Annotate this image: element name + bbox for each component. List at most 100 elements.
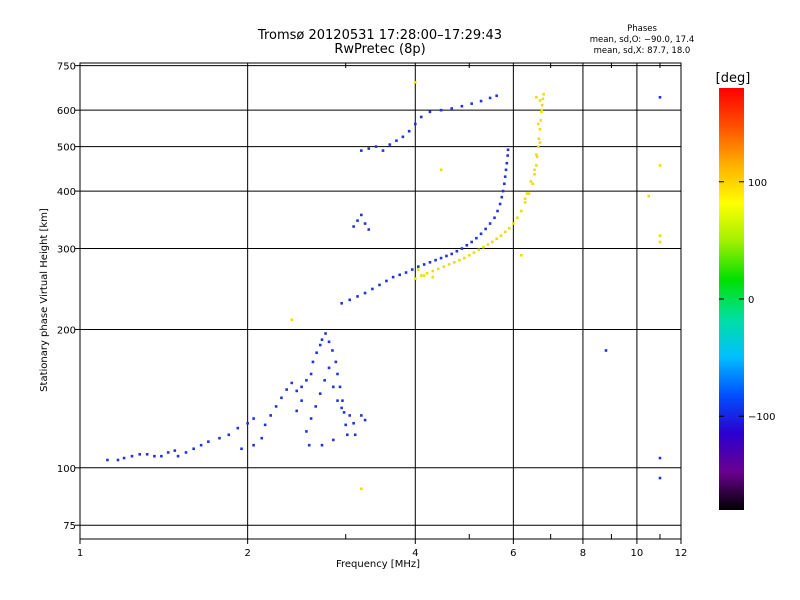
o-mode-point	[658, 476, 662, 480]
o-mode-point	[501, 189, 505, 193]
o-mode-point	[422, 263, 426, 266]
o-mode-point	[315, 351, 318, 355]
y-tick-label: 100	[57, 464, 76, 475]
y-tick-label: 600	[57, 106, 76, 117]
x-mode-point	[533, 173, 536, 176]
x-mode-point	[467, 253, 471, 257]
o-mode-point	[252, 443, 255, 447]
x-mode-point	[360, 487, 363, 491]
phase-stats-heading: Phases	[627, 24, 657, 34]
x-mode-point	[533, 168, 536, 172]
x-mode-point	[537, 137, 541, 141]
o-mode-point	[300, 399, 303, 402]
o-mode-point	[116, 458, 120, 462]
x-tick-label: 10	[631, 548, 644, 559]
o-mode-point	[334, 360, 338, 364]
o-mode-point	[280, 396, 283, 400]
o-mode-point	[184, 451, 188, 454]
o-mode-point	[336, 399, 339, 402]
o-mode-point	[160, 454, 163, 458]
x-mode-point	[425, 271, 429, 275]
o-mode-point	[391, 275, 395, 279]
o-mode-point	[604, 349, 608, 352]
o-mode-point	[439, 108, 443, 112]
o-mode-point	[352, 225, 355, 228]
o-mode-point	[475, 236, 478, 240]
o-mode-point	[340, 302, 343, 305]
x-mode-point	[431, 269, 435, 273]
o-mode-point	[360, 149, 363, 152]
o-mode-point	[367, 228, 371, 231]
y-tick-label: 75	[63, 521, 76, 532]
o-mode-point	[327, 340, 331, 344]
o-mode-point	[479, 99, 483, 103]
o-mode-point	[504, 168, 508, 172]
o-mode-point	[360, 213, 363, 217]
o-mode-point	[290, 381, 294, 385]
o-mode-point	[305, 430, 308, 433]
o-mode-point	[404, 271, 408, 274]
o-mode-point	[106, 458, 109, 462]
x-mode-point	[538, 128, 542, 131]
x-mode-point	[447, 263, 451, 266]
x-mode-point	[523, 201, 527, 204]
o-mode-point	[307, 443, 311, 447]
o-mode-point	[318, 343, 322, 347]
o-mode-point	[506, 148, 510, 152]
x-axis-label: Frequency [MHz]	[336, 559, 420, 570]
x-tick-label: 2	[244, 548, 250, 559]
x-mode-point	[535, 155, 539, 159]
o-mode-point	[503, 182, 506, 186]
o-mode-point	[470, 102, 473, 105]
x-mode-point	[437, 267, 440, 271]
o-mode-point	[344, 423, 348, 427]
x-mode-point	[527, 192, 531, 195]
o-mode-point	[360, 414, 363, 417]
o-mode-point	[252, 417, 255, 420]
o-mode-point	[300, 385, 303, 389]
o-mode-point	[416, 265, 420, 268]
o-mode-point	[309, 417, 313, 420]
o-mode-point	[367, 147, 371, 150]
x-tick-label: 12	[675, 548, 688, 559]
x-mode-point	[519, 253, 523, 257]
o-mode-point	[495, 94, 498, 98]
x-mode-point	[658, 240, 662, 244]
x-mode-point	[463, 256, 466, 260]
data-points	[106, 80, 662, 491]
x-mode-point	[452, 261, 456, 264]
chart-title: Tromsø 20120531 17:28:00–17:29:43	[257, 28, 502, 43]
o-mode-point	[348, 414, 352, 417]
o-mode-point	[153, 454, 156, 458]
o-mode-point	[295, 409, 299, 413]
o-mode-point	[207, 440, 210, 443]
o-mode-point	[311, 360, 315, 364]
o-mode-point	[488, 96, 492, 100]
x-mode-point	[499, 234, 503, 237]
o-mode-point	[493, 216, 496, 220]
o-mode-point	[341, 399, 344, 402]
o-mode-point	[455, 249, 459, 253]
x-mode-point	[495, 237, 498, 241]
chart-subtitle: RwPretec (8p)	[334, 42, 425, 57]
o-mode-point	[348, 298, 352, 302]
o-mode-point	[484, 227, 487, 231]
x-mode-point	[540, 103, 544, 107]
x-mode-point	[503, 230, 507, 234]
o-mode-point	[388, 143, 392, 146]
x-mode-point	[486, 243, 490, 246]
colorbar-label: [deg]	[716, 71, 751, 86]
o-mode-point	[419, 115, 423, 119]
y-tick-label: 750	[57, 62, 76, 73]
x-mode-point	[523, 197, 527, 201]
x-mode-point	[529, 180, 533, 183]
o-mode-point	[434, 258, 437, 262]
o-mode-point	[346, 433, 349, 437]
x-mode-point	[658, 234, 662, 237]
colorbar-tick-label: 0	[748, 295, 754, 306]
x-mode-point	[416, 268, 420, 271]
x-mode-point	[413, 277, 417, 280]
x-mode-point	[539, 119, 543, 122]
o-mode-point	[218, 436, 221, 440]
